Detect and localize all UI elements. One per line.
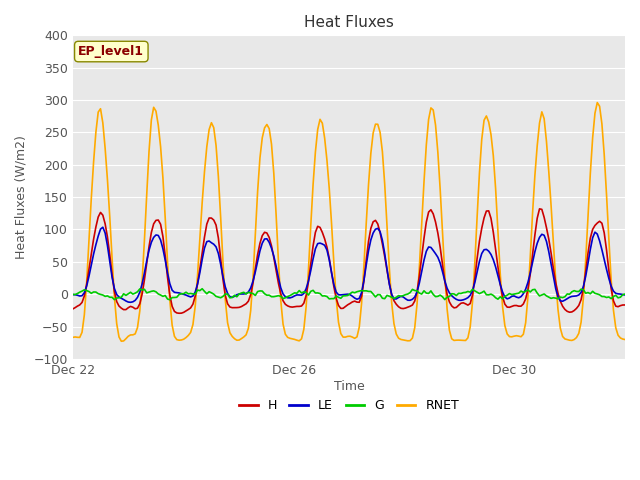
G bbox=[106, 294, 113, 300]
G bbox=[586, 291, 594, 297]
RNET bbox=[436, 186, 444, 192]
G bbox=[198, 286, 206, 292]
H bbox=[436, 244, 444, 250]
LE bbox=[621, 292, 629, 298]
RNET bbox=[593, 100, 601, 106]
G bbox=[92, 289, 100, 295]
G bbox=[157, 292, 164, 298]
RNET bbox=[259, 135, 266, 141]
Line: RNET: RNET bbox=[73, 103, 625, 341]
LE bbox=[99, 224, 107, 230]
RNET bbox=[584, 212, 592, 218]
X-axis label: Time: Time bbox=[333, 380, 364, 393]
H bbox=[175, 311, 183, 316]
Title: Heat Fluxes: Heat Fluxes bbox=[304, 15, 394, 30]
G bbox=[438, 294, 446, 300]
Line: LE: LE bbox=[73, 227, 625, 302]
H bbox=[157, 221, 164, 227]
H bbox=[69, 306, 77, 312]
Legend: H, LE, G, RNET: H, LE, G, RNET bbox=[234, 395, 464, 418]
H bbox=[92, 224, 100, 230]
Line: G: G bbox=[73, 289, 625, 300]
G bbox=[621, 291, 629, 297]
LE bbox=[92, 242, 100, 248]
G bbox=[260, 291, 268, 297]
H bbox=[259, 233, 266, 239]
LE bbox=[586, 246, 594, 252]
H bbox=[536, 206, 543, 212]
LE bbox=[161, 257, 169, 263]
LE bbox=[108, 274, 116, 280]
Text: EP_level1: EP_level1 bbox=[78, 45, 144, 58]
H bbox=[106, 252, 113, 258]
RNET bbox=[69, 335, 77, 340]
LE bbox=[260, 236, 268, 242]
LE bbox=[69, 292, 77, 298]
H bbox=[586, 235, 594, 241]
H bbox=[621, 302, 629, 308]
RNET bbox=[92, 129, 100, 135]
RNET bbox=[621, 336, 629, 342]
Y-axis label: Heat Fluxes (W/m2): Heat Fluxes (W/m2) bbox=[15, 135, 28, 259]
RNET bbox=[106, 214, 113, 220]
RNET bbox=[118, 338, 125, 344]
LE bbox=[127, 300, 134, 305]
G bbox=[69, 291, 77, 297]
Line: H: H bbox=[73, 209, 625, 313]
G bbox=[166, 297, 173, 302]
LE bbox=[438, 269, 446, 275]
RNET bbox=[159, 175, 167, 180]
